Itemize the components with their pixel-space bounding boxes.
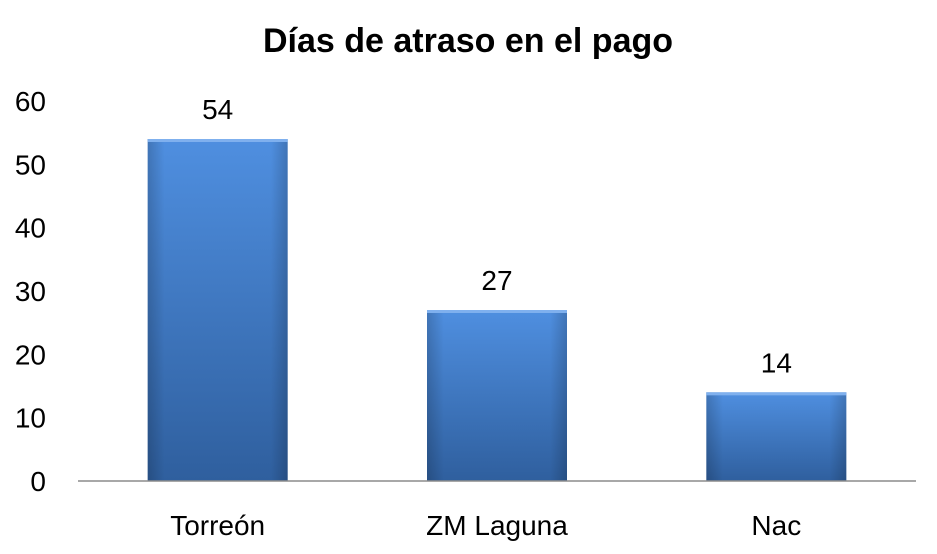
category-label: Torreón (170, 510, 265, 541)
bar-shade (147, 139, 288, 481)
y-tick-label: 60 (15, 86, 46, 117)
y-tick-label: 10 (15, 403, 46, 434)
category-label: ZM Laguna (426, 510, 568, 541)
data-label: 54 (202, 94, 233, 125)
bar-shade (706, 392, 847, 481)
y-tick-label: 30 (15, 276, 46, 307)
data-label: 27 (481, 265, 512, 296)
chart-title: Días de atraso en el pago (263, 22, 673, 60)
y-tick-label: 20 (15, 339, 46, 370)
category-label: Nac (751, 510, 801, 541)
bar-top-highlight (706, 392, 847, 396)
bar-top-highlight (427, 310, 567, 313)
bar-shade (427, 310, 567, 481)
bars (147, 139, 847, 481)
bar-top-highlight (147, 139, 288, 142)
data-label: 14 (761, 347, 792, 378)
y-tick-label: 50 (15, 149, 46, 180)
data-labels: 54 27 14 (202, 94, 792, 378)
y-axis-ticks: 0 10 20 30 40 50 60 (15, 86, 46, 497)
x-axis-categories: Torreón ZM Laguna Nac (170, 510, 801, 541)
y-tick-label: 0 (30, 466, 46, 497)
y-tick-label: 40 (15, 213, 46, 244)
